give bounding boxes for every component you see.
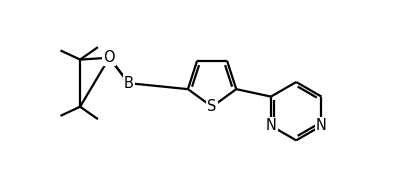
Text: S: S (207, 99, 217, 114)
Text: B: B (124, 76, 134, 91)
Text: O: O (103, 50, 115, 65)
Text: N: N (265, 118, 276, 133)
Text: N: N (316, 118, 327, 133)
Text: O: O (103, 50, 115, 65)
